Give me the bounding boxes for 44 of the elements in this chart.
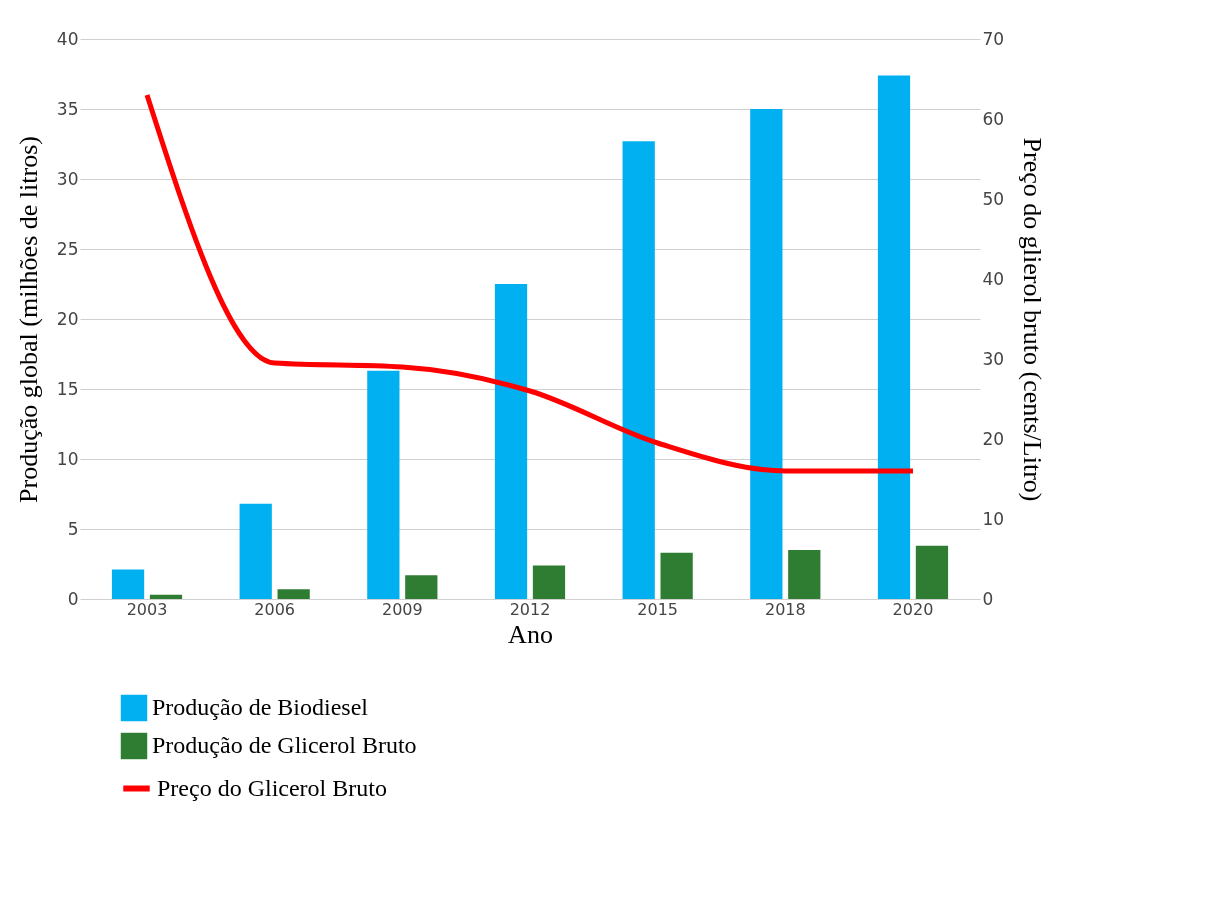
y-tick-label: 15: [56, 378, 79, 399]
y2-tick-label: 60: [982, 108, 1005, 129]
x-axis-title: Ano: [508, 619, 553, 649]
x-tick-label: 2009: [381, 599, 423, 619]
y2-tick-label: 70: [982, 28, 1005, 49]
bar: [494, 284, 528, 599]
bar: [277, 589, 310, 599]
bar: [915, 545, 949, 599]
x-tick-label: 2012: [509, 599, 551, 619]
y2-axis-title: Preço do glierol bruto (cents/Litro): [1018, 137, 1048, 502]
y2-tick-label: 20: [982, 428, 1005, 449]
bar: [788, 550, 821, 599]
bar: [532, 565, 566, 599]
y-tick-label: 10: [56, 448, 79, 469]
y-tick-label: 25: [56, 238, 79, 259]
bar: [367, 370, 400, 599]
x-tick-label: 2003: [126, 599, 168, 619]
legend-label: Produção de Glicerol Bruto: [152, 732, 417, 758]
legend-label: Produção de Biodiesel: [152, 694, 369, 720]
bar: [622, 141, 655, 599]
y2-tick-label: 30: [982, 348, 1005, 369]
legend-label: Preço do Glicerol Bruto: [157, 774, 387, 801]
y2-tick-label: 0: [982, 588, 994, 609]
x-tick-label: 2020: [892, 599, 934, 619]
x-tick-label: 2015: [637, 599, 679, 619]
y-tick-label: 0: [67, 588, 79, 609]
x-tick-label: 2018: [764, 599, 806, 619]
y-tick-label: 35: [56, 98, 79, 119]
y2-tick-label: 40: [982, 268, 1005, 289]
bar: [660, 552, 693, 599]
bar: [149, 594, 183, 599]
bar: [877, 75, 911, 599]
bar: [111, 569, 145, 599]
y-axis-title: Produção global (milhões de litros): [13, 136, 43, 503]
y-tick-label: 30: [56, 168, 79, 189]
bar: [239, 503, 272, 599]
y-tick-label: 20: [56, 308, 79, 329]
y2-tick-label: 10: [982, 508, 1005, 529]
y-tick-label: 5: [67, 518, 79, 539]
y2-tick-label: 50: [982, 188, 1005, 209]
x-tick-label: 2006: [254, 599, 296, 619]
bar: [405, 575, 438, 599]
y-tick-label: 40: [56, 28, 79, 49]
bar: [750, 109, 783, 599]
